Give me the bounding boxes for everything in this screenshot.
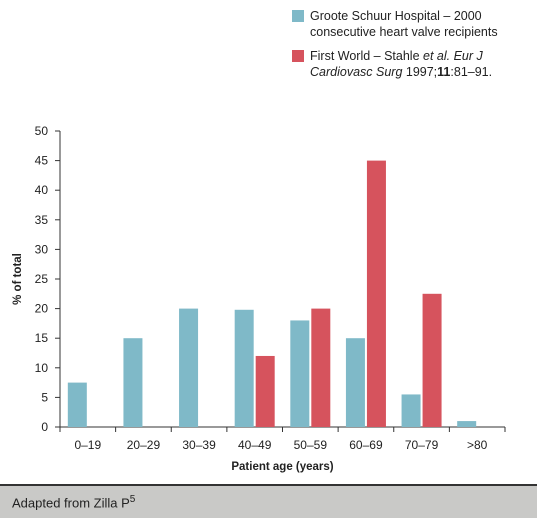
legend-label-line2: consecutive heart valve recipients <box>310 25 498 39</box>
y-tick-label: 0 <box>41 420 48 434</box>
y-tick-label: 30 <box>35 242 49 256</box>
bar-groote-schuur-3 <box>234 309 254 427</box>
y-tick-label: 40 <box>35 183 49 197</box>
legend-journal-b: Cardiovasc Surg <box>310 65 403 79</box>
legend-label-first-world-line2: Cardiovasc Surg 1997;11:81–91. <box>310 64 532 80</box>
bar-groote-schuur-1 <box>123 338 143 427</box>
footer-caption: Adapted from Zilla P5 <box>12 494 135 510</box>
x-axis-title: Patient age (years) <box>231 461 333 473</box>
y-tick-label: 50 <box>35 124 49 138</box>
legend-item-groote-schuur: Groote Schuur Hospital – 2000 consecutiv… <box>292 8 532 40</box>
y-tick-label: 35 <box>35 213 49 227</box>
bar-groote-schuur-0 <box>67 382 87 427</box>
bar-groote-schuur-2 <box>179 308 199 427</box>
footer-bar: Adapted from Zilla P5 <box>0 484 537 518</box>
x-tick-label: 60–69 <box>349 438 383 452</box>
x-tick-label: 0–19 <box>74 438 101 452</box>
legend-label-first-world-line1: First World – Stahle et al. Eur J <box>310 48 532 64</box>
footer-caption-sup: 5 <box>129 494 136 505</box>
bar-first-world-5 <box>366 160 386 427</box>
legend-volume: 11 <box>437 65 451 79</box>
legend-label-line1: Groote Schuur Hospital – 2000 <box>310 9 482 23</box>
bar-chart: 0 5 10 15 20 25 30 35 40 45 50 0–19 20–29 30–39 40–49 5… <box>12 124 506 473</box>
y-tick-label: 5 <box>41 390 48 404</box>
footer-caption-text: Adapted from Zilla P <box>12 495 130 511</box>
legend-journal: Eur J <box>450 49 483 63</box>
y-tick-label: 25 <box>35 272 49 286</box>
legend-text: First World – Stahle <box>310 49 424 63</box>
bar-first-world-3 <box>255 355 275 427</box>
bar-first-world-6 <box>422 293 442 427</box>
x-tick-label: 70–79 <box>405 438 439 452</box>
x-tick-label: 40–49 <box>238 438 272 452</box>
legend-item-first-world: First World – Stahle et al. Eur J Cardio… <box>292 48 532 80</box>
x-tick-label: 30–39 <box>182 438 216 452</box>
plot-area: 0 5 10 15 20 25 30 35 40 45 50 0–19 20–29 30–39 40–49 5… <box>12 124 506 473</box>
legend-swatch-first-world <box>292 50 304 62</box>
x-tick-label: 20–29 <box>127 438 161 452</box>
legend-swatch-groote-schuur <box>292 10 304 22</box>
y-tick-label: 45 <box>35 154 49 168</box>
bar-groote-schuur-5 <box>345 338 365 427</box>
x-tick-label: 50–59 <box>294 438 328 452</box>
legend-pages: :81–91. <box>450 65 493 79</box>
bar-groote-schuur-7 <box>457 421 477 427</box>
legend-etal: et al. <box>423 49 451 63</box>
x-tick-label: >80 <box>467 438 488 452</box>
y-tick-label: 10 <box>35 361 49 375</box>
bar-groote-schuur-4 <box>290 320 310 427</box>
y-tick-label: 20 <box>35 302 49 316</box>
bar-groote-schuur-6 <box>401 394 421 427</box>
legend: Groote Schuur Hospital – 2000 consecutiv… <box>292 8 532 88</box>
bar-first-world-4 <box>311 308 331 427</box>
y-axis-title: % of total <box>12 253 24 305</box>
legend-year: 1997; <box>402 65 438 79</box>
y-tick-label: 15 <box>35 331 49 345</box>
